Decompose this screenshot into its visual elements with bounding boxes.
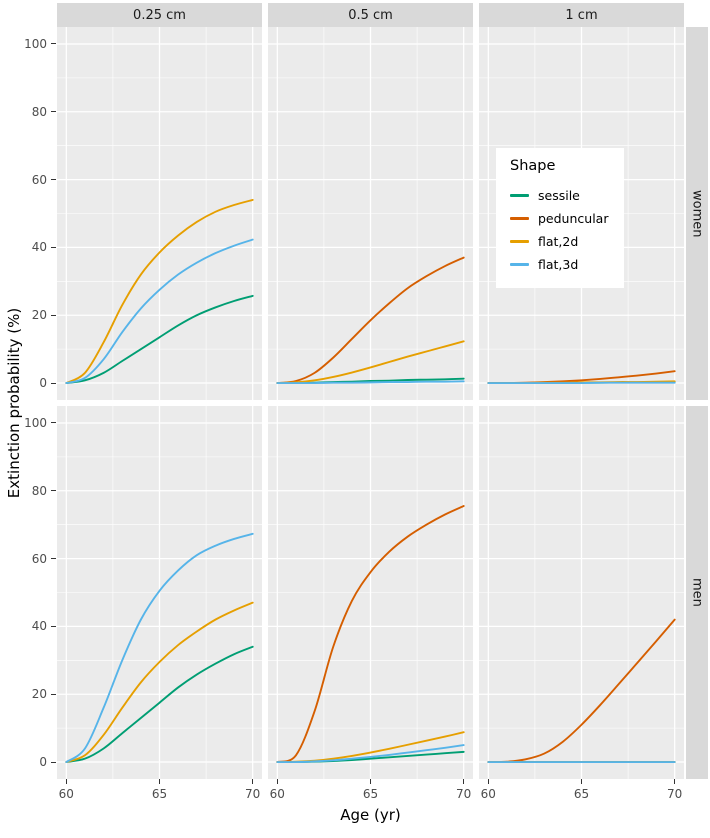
y-tick-mark	[51, 382, 56, 384]
legend-item-label: flat,2d	[538, 234, 579, 249]
y-tick-label: 0	[39, 755, 47, 770]
series-line-peduncular	[487, 618, 676, 763]
panel-women-025cm	[57, 27, 262, 400]
panel-canvas	[57, 406, 262, 779]
panel-canvas	[479, 27, 684, 400]
panel-canvas	[268, 27, 473, 400]
legend-item-sessile: sessile	[510, 184, 608, 207]
x-tick-mark	[463, 779, 465, 784]
x-tick-label: 65	[362, 787, 379, 801]
x-axis-title: Age (yr)	[340, 806, 401, 824]
y-tick-label: 40	[31, 619, 47, 634]
legend-item-label: flat,3d	[538, 257, 579, 272]
x-tick-mark	[674, 779, 676, 784]
series-line-flat,3d	[65, 532, 254, 763]
x-tick-label: 65	[151, 787, 168, 801]
x-tick-mark	[159, 779, 160, 784]
y-tick-mark	[51, 111, 56, 113]
x-tick-mark	[276, 779, 278, 784]
legend-item-flat2d: flat,2d	[510, 230, 608, 253]
y-tick-label: 40	[31, 240, 47, 255]
legend-item-label: peduncular	[538, 211, 609, 226]
facet-strip-women: women	[686, 27, 708, 400]
y-tick-mark	[51, 314, 56, 316]
legend-line-swatch	[510, 194, 529, 197]
y-tick-label: 80	[31, 104, 47, 119]
legend-line-swatch	[510, 240, 529, 243]
x-tick-mark	[370, 779, 371, 784]
legend-item-flat3d: flat,3d	[510, 253, 608, 276]
series-line-flat,2d	[276, 340, 465, 384]
x-tick-mark	[65, 779, 67, 784]
legend-item-label: sessile	[538, 188, 580, 203]
panel-women-05cm	[268, 27, 473, 400]
y-tick-mark	[51, 246, 56, 248]
y-axis-title: Extinction probability (%)	[5, 307, 23, 499]
legend-title: Shape	[510, 158, 556, 174]
series-line-flat,2d	[65, 601, 254, 763]
y-tick-mark	[51, 693, 56, 695]
panel-men-1cm	[479, 406, 684, 779]
y-tick-label: 60	[31, 551, 47, 566]
y-tick-label: 100	[24, 36, 47, 51]
y-tick-label: 80	[31, 483, 47, 498]
series-line-flat,2d	[65, 198, 254, 384]
series-line-flat,3d	[65, 238, 254, 384]
y-tick-mark	[51, 490, 56, 492]
series-line-sessile	[65, 645, 254, 763]
panel-men-025cm	[57, 406, 262, 779]
series-line-peduncular	[276, 256, 465, 384]
series-line-sessile	[65, 294, 254, 384]
panel-canvas	[57, 27, 262, 400]
x-tick-label: 70	[667, 787, 683, 801]
y-tick-label: 0	[39, 376, 47, 391]
panel-men-05cm	[268, 406, 473, 779]
y-tick-label: 20	[31, 308, 47, 323]
x-tick-mark	[252, 779, 254, 784]
y-tick-mark	[51, 625, 56, 627]
x-tick-label: 65	[573, 787, 590, 801]
facet-strip-size-1cm: 1 cm	[479, 3, 684, 27]
panel-canvas	[268, 406, 473, 779]
legend-line-swatch	[510, 263, 529, 266]
x-tick-label: 60	[58, 787, 74, 801]
series-line-peduncular	[276, 505, 465, 763]
y-tick-mark	[51, 761, 56, 763]
y-tick-mark	[51, 422, 56, 424]
legend-item-peduncular: peduncular	[510, 207, 608, 230]
facet-strip-size-05cm: 0.5 cm	[268, 3, 473, 27]
legend-line-swatch	[510, 217, 529, 220]
y-tick-mark	[51, 179, 56, 181]
y-tick-mark	[51, 43, 56, 45]
panel-canvas	[479, 406, 684, 779]
x-tick-mark	[487, 779, 489, 784]
facet-strip-men: men	[686, 406, 708, 779]
facet-strip-size-025cm: 0.25 cm	[57, 3, 262, 27]
y-tick-label: 60	[31, 172, 47, 187]
x-tick-label: 70	[245, 787, 261, 801]
x-tick-label: 60	[480, 787, 496, 801]
series-line-flat,3d	[276, 744, 465, 764]
series-line-flat,3d	[276, 380, 465, 385]
y-tick-mark	[51, 558, 56, 560]
x-tick-label: 70	[456, 787, 472, 801]
legend: Shape sessile peduncular flat,2d flat,3d	[496, 148, 625, 288]
y-tick-label: 100	[24, 415, 47, 430]
x-tick-mark	[581, 779, 582, 784]
x-tick-label: 60	[269, 787, 285, 801]
y-tick-label: 20	[31, 687, 47, 702]
